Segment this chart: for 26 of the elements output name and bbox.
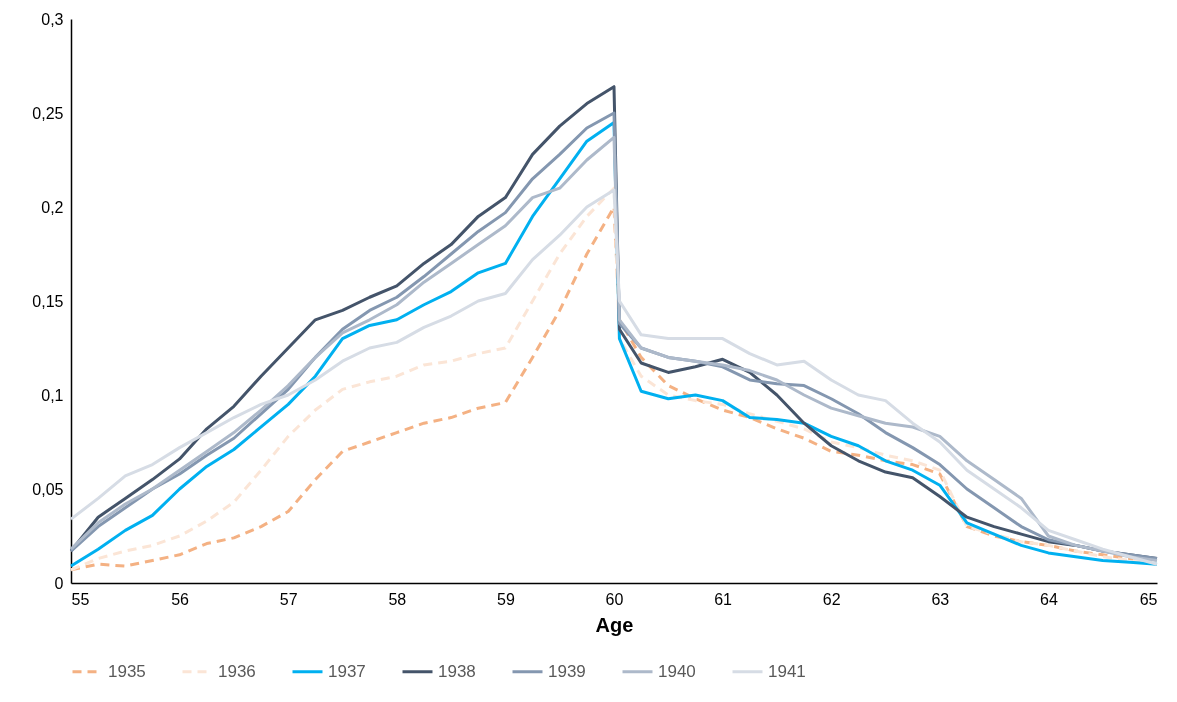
y-tick-label: 0,3 xyxy=(41,10,64,28)
x-tick-label: 62 xyxy=(822,590,841,608)
x-tick-label: 63 xyxy=(931,590,950,608)
y-tick-label: 0,25 xyxy=(32,104,64,122)
y-tick-label: 0,1 xyxy=(41,386,64,404)
x-tick-label: 64 xyxy=(1040,590,1058,608)
x-tick-label: 57 xyxy=(279,590,298,608)
legend-label: 1939 xyxy=(548,661,586,681)
legend-label: 1940 xyxy=(658,661,696,681)
x-tick-label: 59 xyxy=(497,590,515,608)
legend-label: 1935 xyxy=(108,661,146,681)
x-tick-label: 56 xyxy=(171,590,190,608)
y-tick-label: 0,2 xyxy=(41,198,64,216)
y-tick-label: 0 xyxy=(54,574,64,592)
x-tick-label: 61 xyxy=(714,590,733,608)
x-axis-title: Age xyxy=(595,613,634,636)
legend-label: 1936 xyxy=(218,661,256,681)
legend-label: 1941 xyxy=(768,661,806,681)
x-tick-label: 65 xyxy=(1139,590,1158,608)
legend-label: 1938 xyxy=(438,661,476,681)
x-tick-label: 55 xyxy=(71,590,90,608)
legend-label: 1937 xyxy=(328,661,366,681)
y-tick-label: 0,05 xyxy=(32,480,64,498)
x-tick-label: 60 xyxy=(605,590,624,608)
y-tick-label: 0,15 xyxy=(32,292,64,310)
x-tick-label: 58 xyxy=(388,590,407,608)
